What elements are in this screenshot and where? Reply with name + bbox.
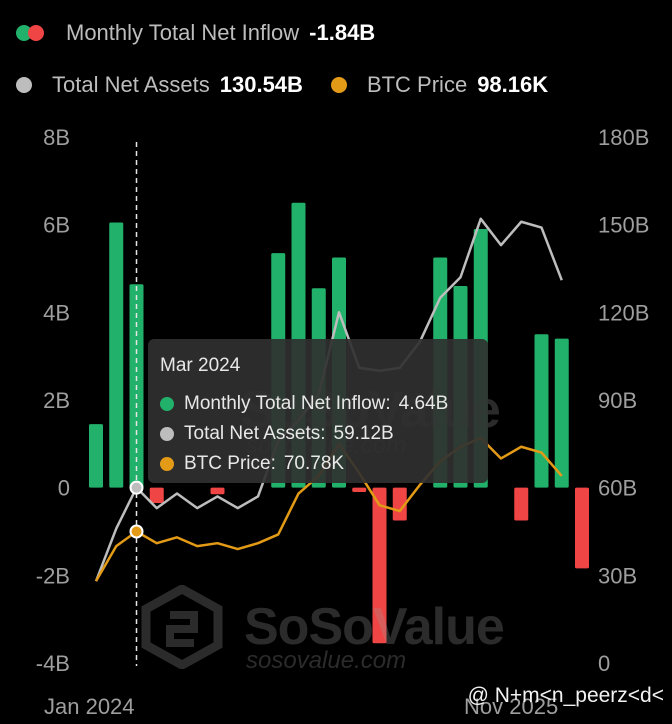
tooltip-btc-icon [160,457,174,471]
tooltip-inflow-label: Monthly Total Net Inflow: [184,393,391,414]
inflow-bar [149,487,164,504]
assets-highlight-point [129,480,144,495]
inflow-bar [109,222,124,488]
inflow-legend-value: -1.84B [309,20,376,45]
tooltip-assets-value: 59.12B [333,423,394,444]
legend-row-inflow: Monthly Total Net Inflow -1.84B [16,18,375,48]
tooltip-inflow-value: 4.64B [398,393,449,414]
left-axis-tick: 6B [43,213,70,238]
inflow-bar [89,424,103,488]
btc-highlight-point [129,524,144,539]
right-axis-tick: 30B [598,563,637,588]
x-label-start: Jan 2024 [44,694,135,719]
inflow-bar [352,487,367,493]
inflow-legend-icon [16,25,46,41]
chart-tooltip: Mar 2024 Monthly Total Net Inflow: 4.64B… [148,339,488,483]
left-axis-tick: 8B [43,125,70,150]
tooltip-row-btc: BTC Price: 70.78K [160,449,476,479]
inflow-bar [210,487,225,495]
tooltip-assets-label: Total Net Assets: [184,423,326,444]
tooltip-btc-value: 70.78K [283,453,345,474]
right-axis-tick: 0 [598,651,610,676]
left-axis-tick: 4B [43,300,70,325]
inflow-bar [534,334,549,488]
assets-legend-icon [16,77,32,93]
inflow-bar [554,338,569,488]
right-axis-tick: 150B [598,213,649,238]
assets-legend-value: 130.54B [219,72,303,97]
inflow-bar [575,487,589,569]
right-axis-tick: 120B [598,300,649,325]
btc-legend-label: BTC Price [366,72,468,97]
inflow-bar [392,487,407,521]
x-label-end: Nov 2025 [464,694,559,719]
tooltip-row-assets: Total Net Assets: 59.12B [160,419,476,449]
btc-legend-icon [330,77,347,93]
tooltip-btc-label: BTC Price: [184,453,276,474]
right-axis-tick: 180B [598,125,649,150]
assets-legend-label: Total Net Assets [52,72,210,97]
right-axis-tick: 90B [598,388,637,413]
tooltip-title: Mar 2024 [160,355,241,376]
legend-row-assets-btc: Total Net Assets 130.54B BTC Price 98.16… [16,70,548,100]
left-axis-tick: -2B [36,563,70,588]
inflow-legend-label: Monthly Total Net Inflow [66,20,300,45]
left-axis-tick: 0 [58,476,70,501]
right-axis-tick: 60B [598,476,637,501]
inflow-bar [514,487,529,521]
btc-legend-value: 98.16K [477,72,549,97]
inflow-bar [372,487,387,644]
tooltip-row-inflow: Monthly Total Net Inflow: 4.64B [160,389,476,419]
left-axis-tick: -4B [36,651,70,676]
tooltip-assets-icon [160,427,174,441]
credit-handle: @ N+m<n_peerz<d< [467,684,664,707]
left-axis-tick: 2B [43,388,70,413]
tooltip-inflow-icon [160,397,174,411]
